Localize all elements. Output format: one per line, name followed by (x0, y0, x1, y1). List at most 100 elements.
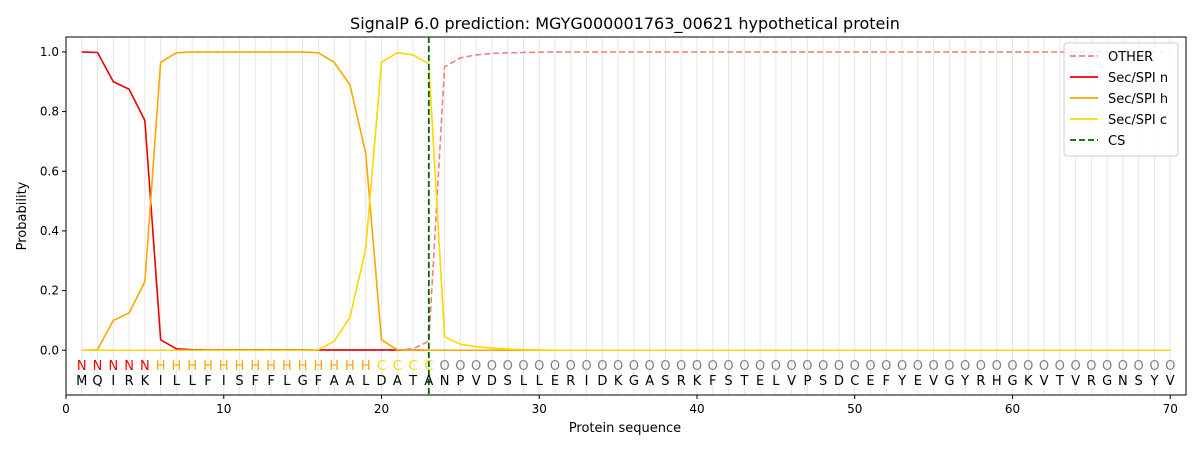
residue-label: S (724, 374, 732, 389)
residue-label: I (111, 374, 115, 389)
region-label: O (913, 359, 923, 374)
residue-label: S (819, 374, 827, 389)
region-label: O (850, 359, 860, 374)
region-label: O (944, 359, 954, 374)
residue-label: T (1055, 374, 1064, 389)
residue-label: L (283, 374, 291, 389)
residue-label: R (566, 374, 575, 389)
residue-label: R (677, 374, 686, 389)
residue-label: Y (960, 374, 969, 389)
region-label: O (518, 359, 528, 374)
series-line-sec-spi-n (81, 51, 1171, 352)
residue-label: F (252, 374, 259, 389)
residue-label: K (141, 374, 150, 389)
x-tick-label: 60 (1005, 402, 1020, 416)
residue-label: D (376, 374, 386, 389)
region-label: O (1039, 359, 1049, 374)
residue-label: K (693, 374, 702, 389)
region-label: O (1165, 359, 1175, 374)
y-axis: 0.0 0.2 0.4 0.6 0.8 1.0 (40, 45, 66, 357)
residue-label: R (125, 374, 134, 389)
region-label: O (992, 359, 1002, 374)
region-label: O (928, 359, 938, 374)
residue-label: Y (1149, 374, 1158, 389)
region-label: O (897, 359, 907, 374)
residue-label: L (520, 374, 528, 389)
residue-label: T (408, 374, 417, 389)
residue-label: I (222, 374, 226, 389)
region-label: H (235, 359, 245, 374)
residue-label: A (330, 374, 339, 389)
region-label: O (566, 359, 576, 374)
region-label: N (140, 359, 150, 374)
residue-label: G (944, 374, 954, 389)
region-label: O (960, 359, 970, 374)
residue-label: E (914, 374, 922, 389)
x-axis: 0 10 20 30 40 50 60 70 (62, 395, 1178, 416)
region-label: O (471, 359, 481, 374)
residue-label: P (803, 374, 811, 389)
residue-label: A (424, 374, 433, 389)
residue-label: L (362, 374, 370, 389)
region-label: O (1149, 359, 1159, 374)
y-tick-label: 0.8 (40, 105, 59, 119)
residue-label: G (298, 374, 308, 389)
residue-label: A (393, 374, 402, 389)
residue-label: S (504, 374, 512, 389)
residue-label: G (1007, 374, 1017, 389)
x-tick-label: 30 (532, 402, 547, 416)
y-tick-label: 0.0 (40, 343, 59, 357)
x-axis-label: Protein sequence (569, 421, 681, 436)
region-label: O (455, 359, 465, 374)
region-label: H (250, 359, 260, 374)
region-label: N (77, 359, 87, 374)
region-label: H (203, 359, 213, 374)
residue-label: F (204, 374, 211, 389)
sequence-labels: NMNQNINRNKHIHLHLHFHIHSHFHFHLHGHFHAHAHLCD… (76, 359, 1175, 389)
legend-label: Sec/SPI n (1108, 71, 1168, 86)
residue-label: E (866, 374, 874, 389)
legend: OTHER Sec/SPI n Sec/SPI h Sec/SPI c CS (1063, 42, 1179, 157)
region-label: O (881, 359, 891, 374)
residue-label: H (992, 374, 1002, 389)
residue-label: V (1166, 374, 1175, 389)
legend-label: Sec/SPI c (1108, 113, 1167, 128)
region-label: H (361, 359, 371, 374)
region-label: O (976, 359, 986, 374)
y-tick-label: 0.2 (40, 284, 59, 298)
legend-label: Sec/SPI h (1108, 92, 1168, 107)
region-label: O (771, 359, 781, 374)
region-label: H (219, 359, 229, 374)
region-label: H (329, 359, 339, 374)
residue-label: R (1087, 374, 1096, 389)
y-tick-label: 1.0 (40, 45, 59, 59)
residue-label: F (883, 374, 890, 389)
region-label: O (723, 359, 733, 374)
residue-label: V (1040, 374, 1049, 389)
region-label: H (314, 359, 324, 374)
x-tick-label: 20 (374, 402, 389, 416)
x-tick-label: 40 (689, 402, 704, 416)
residue-label: A (345, 374, 354, 389)
x-tick-label: 0 (62, 402, 70, 416)
region-label: O (1134, 359, 1144, 374)
region-label: O (865, 359, 875, 374)
residue-label: L (173, 374, 181, 389)
region-label: C (424, 359, 433, 374)
residue-label: K (614, 374, 623, 389)
residue-label: E (756, 374, 764, 389)
region-label: H (266, 359, 276, 374)
grid-lines (65, 36, 1187, 396)
region-label: O (645, 359, 655, 374)
residue-label: I (585, 374, 589, 389)
region-label: O (534, 359, 544, 374)
region-label: O (597, 359, 607, 374)
region-label: N (124, 359, 134, 374)
region-label: O (1086, 359, 1096, 374)
region-label: O (1070, 359, 1080, 374)
residue-label: F (267, 374, 274, 389)
residue-label: Y (897, 374, 906, 389)
residue-label: L (772, 374, 780, 389)
series-line-sec-spi-c (81, 52, 1171, 352)
residue-label: S (661, 374, 669, 389)
